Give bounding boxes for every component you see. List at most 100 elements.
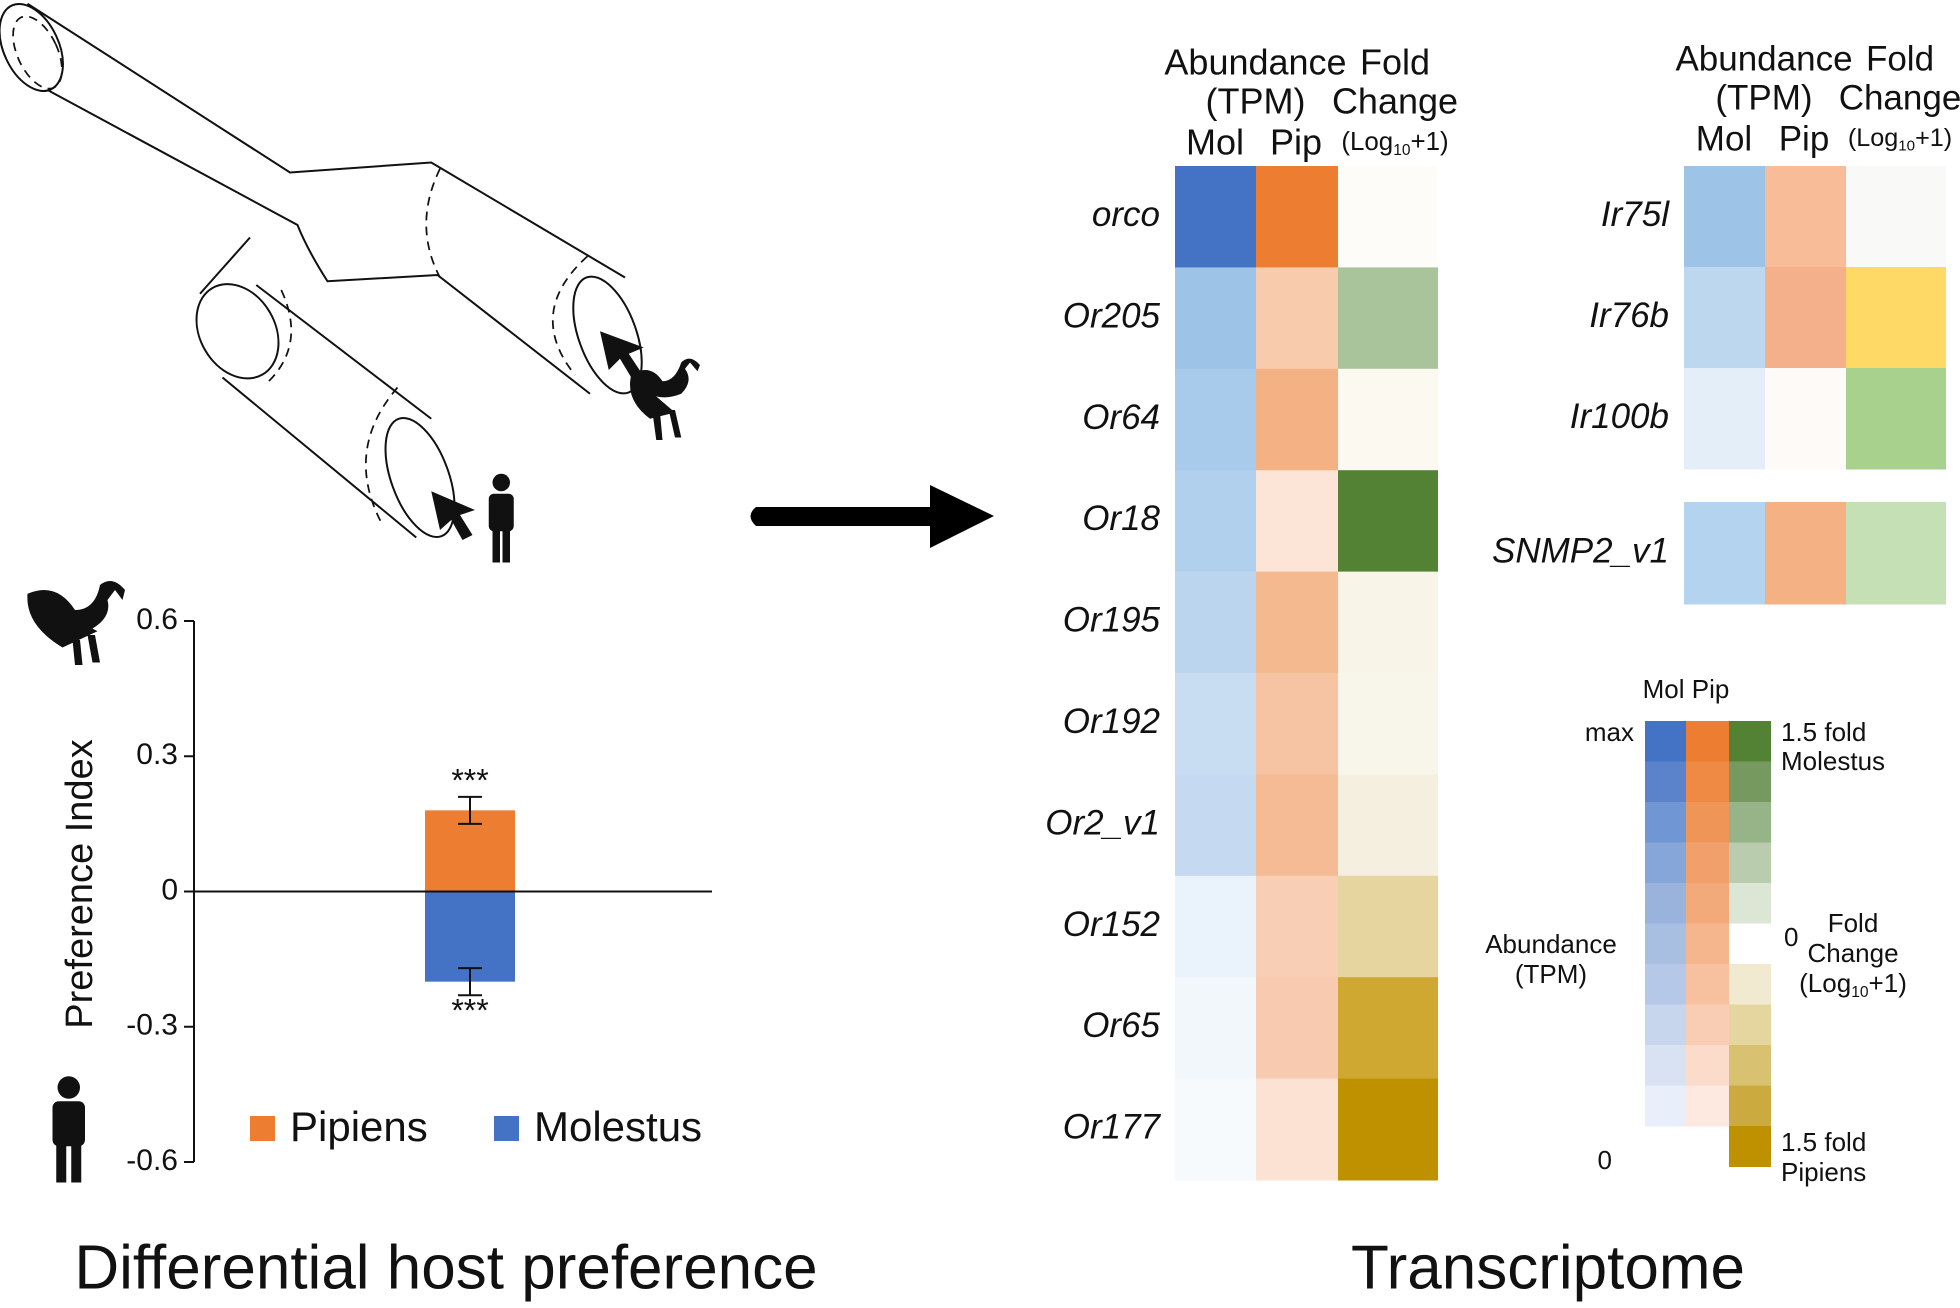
row-label: Or177 xyxy=(1063,1108,1162,1147)
legend-cell xyxy=(1686,761,1729,803)
legend-cell xyxy=(1729,1085,1771,1127)
legend-text: 0 xyxy=(1598,1145,1612,1175)
error-bar xyxy=(458,967,482,997)
header-part: (Log xyxy=(1848,124,1898,152)
header-text: Pip xyxy=(1270,122,1322,163)
header-text: (TPM) xyxy=(1206,81,1306,122)
legend-swatch xyxy=(494,1116,519,1141)
row-label: orco xyxy=(1092,195,1160,234)
significance-label: *** xyxy=(451,762,488,798)
header-text: Mol xyxy=(1696,119,1752,158)
legend-label: Pipiens xyxy=(290,1103,428,1150)
legend-cell xyxy=(1686,1085,1729,1127)
heatmap-cell xyxy=(1256,875,1338,978)
header-text: Change xyxy=(1332,81,1458,122)
header-text: Mol xyxy=(1186,122,1244,163)
heatmap-cell xyxy=(1175,368,1256,471)
legend-text: 0 xyxy=(1784,922,1798,952)
header-part: (Log xyxy=(1341,128,1393,156)
legend-cell xyxy=(1729,923,1771,965)
human-icon xyxy=(488,473,514,563)
legend-cell xyxy=(1645,721,1686,762)
heatmap-cell xyxy=(1175,1078,1256,1181)
legend-cell xyxy=(1729,721,1771,762)
legend-cell xyxy=(1645,923,1686,965)
row-label: Or64 xyxy=(1082,398,1160,437)
heatmap-cell xyxy=(1846,502,1946,605)
heatmap-cell xyxy=(1338,368,1438,471)
heatmap-cell xyxy=(1338,774,1438,877)
legend-text: Change xyxy=(1807,938,1898,968)
legend-text: Pipiens xyxy=(1781,1157,1866,1187)
header-part: 10 xyxy=(1393,142,1411,159)
legend-cell xyxy=(1645,1045,1686,1086)
heatmap-cell xyxy=(1338,673,1438,775)
chicken-icon xyxy=(630,358,700,440)
header-part: 10 xyxy=(1898,138,1915,155)
legend-text: (TPM) xyxy=(1515,959,1587,989)
row-label: Or65 xyxy=(1082,1006,1160,1045)
heatmap-cell xyxy=(1338,1078,1438,1181)
legend-text: Mol Pip xyxy=(1643,674,1730,704)
legend-cell xyxy=(1729,842,1771,884)
row-label: Ir76b xyxy=(1589,296,1669,335)
row-label: Or18 xyxy=(1082,499,1160,538)
header-part: +1) xyxy=(1410,128,1448,156)
row-label: Or2_v1 xyxy=(1045,803,1160,842)
y-tick-label: 0.6 xyxy=(136,603,178,636)
heatmap-cell xyxy=(1338,875,1438,978)
row-label: Ir100b xyxy=(1570,397,1669,436)
legend-cell xyxy=(1645,761,1686,803)
legend-cell xyxy=(1686,721,1729,762)
legend-cell xyxy=(1645,1085,1686,1127)
header-text: (Log10+1) xyxy=(1341,128,1448,159)
header-part: 10 xyxy=(1851,984,1869,1001)
y-tick-label: 0 xyxy=(161,873,178,906)
legend-cell xyxy=(1729,964,1771,1005)
header-text: (TPM) xyxy=(1715,78,1812,117)
heatmap-cell xyxy=(1175,470,1256,573)
legend-text: Abundance xyxy=(1485,929,1617,959)
legend-cell xyxy=(1729,1126,1771,1167)
header-text: Change xyxy=(1839,78,1960,117)
heatmap-cell xyxy=(1846,267,1946,369)
heatmap-cell xyxy=(1256,977,1338,1080)
legend-swatch xyxy=(250,1116,275,1141)
legend-cell xyxy=(1686,842,1729,884)
legend-cell xyxy=(1645,883,1686,924)
heatmap-cell xyxy=(1338,571,1438,674)
header-part: +1) xyxy=(1915,124,1952,152)
panel-title: Transcriptome xyxy=(1351,1233,1745,1302)
row-label: Ir75l xyxy=(1601,195,1670,234)
legend-cell xyxy=(1686,883,1729,924)
heatmap-cell xyxy=(1765,267,1846,369)
legend-text: Molestus xyxy=(1781,746,1885,776)
y-axis-label: Preference Index xyxy=(59,739,101,1028)
header-text: Abundance xyxy=(1675,39,1852,78)
heatmap-cell xyxy=(1684,166,1765,268)
heatmap-cell xyxy=(1765,166,1846,268)
heatmap-cell xyxy=(1256,571,1338,674)
cursor xyxy=(600,331,644,378)
row-label: SNMP2_v1 xyxy=(1492,531,1669,570)
legend-cell xyxy=(1686,802,1729,843)
heatmap-cell xyxy=(1256,368,1338,471)
cursor xyxy=(431,491,475,540)
legend-cell xyxy=(1729,1045,1771,1086)
human-icon xyxy=(52,1076,85,1183)
heatmap-cell xyxy=(1175,571,1256,674)
heatmap-cell xyxy=(1256,166,1338,268)
legend-cell xyxy=(1686,964,1729,1005)
y-tick-label: -0.3 xyxy=(126,1009,178,1042)
heatmap-cell xyxy=(1175,977,1256,1080)
heatmap-cell xyxy=(1684,267,1765,369)
heatmap-cell xyxy=(1846,166,1946,268)
legend-text: 1.5 fold xyxy=(1781,717,1866,747)
header-part: +1) xyxy=(1869,968,1907,998)
row-label: Or192 xyxy=(1063,702,1160,741)
header-text: Fold xyxy=(1360,42,1430,83)
row-label: Or152 xyxy=(1063,905,1160,944)
legend-text: 1.5 fold xyxy=(1781,1127,1866,1157)
legend-cell xyxy=(1645,1004,1686,1046)
header-text: Abundance xyxy=(1164,42,1346,83)
